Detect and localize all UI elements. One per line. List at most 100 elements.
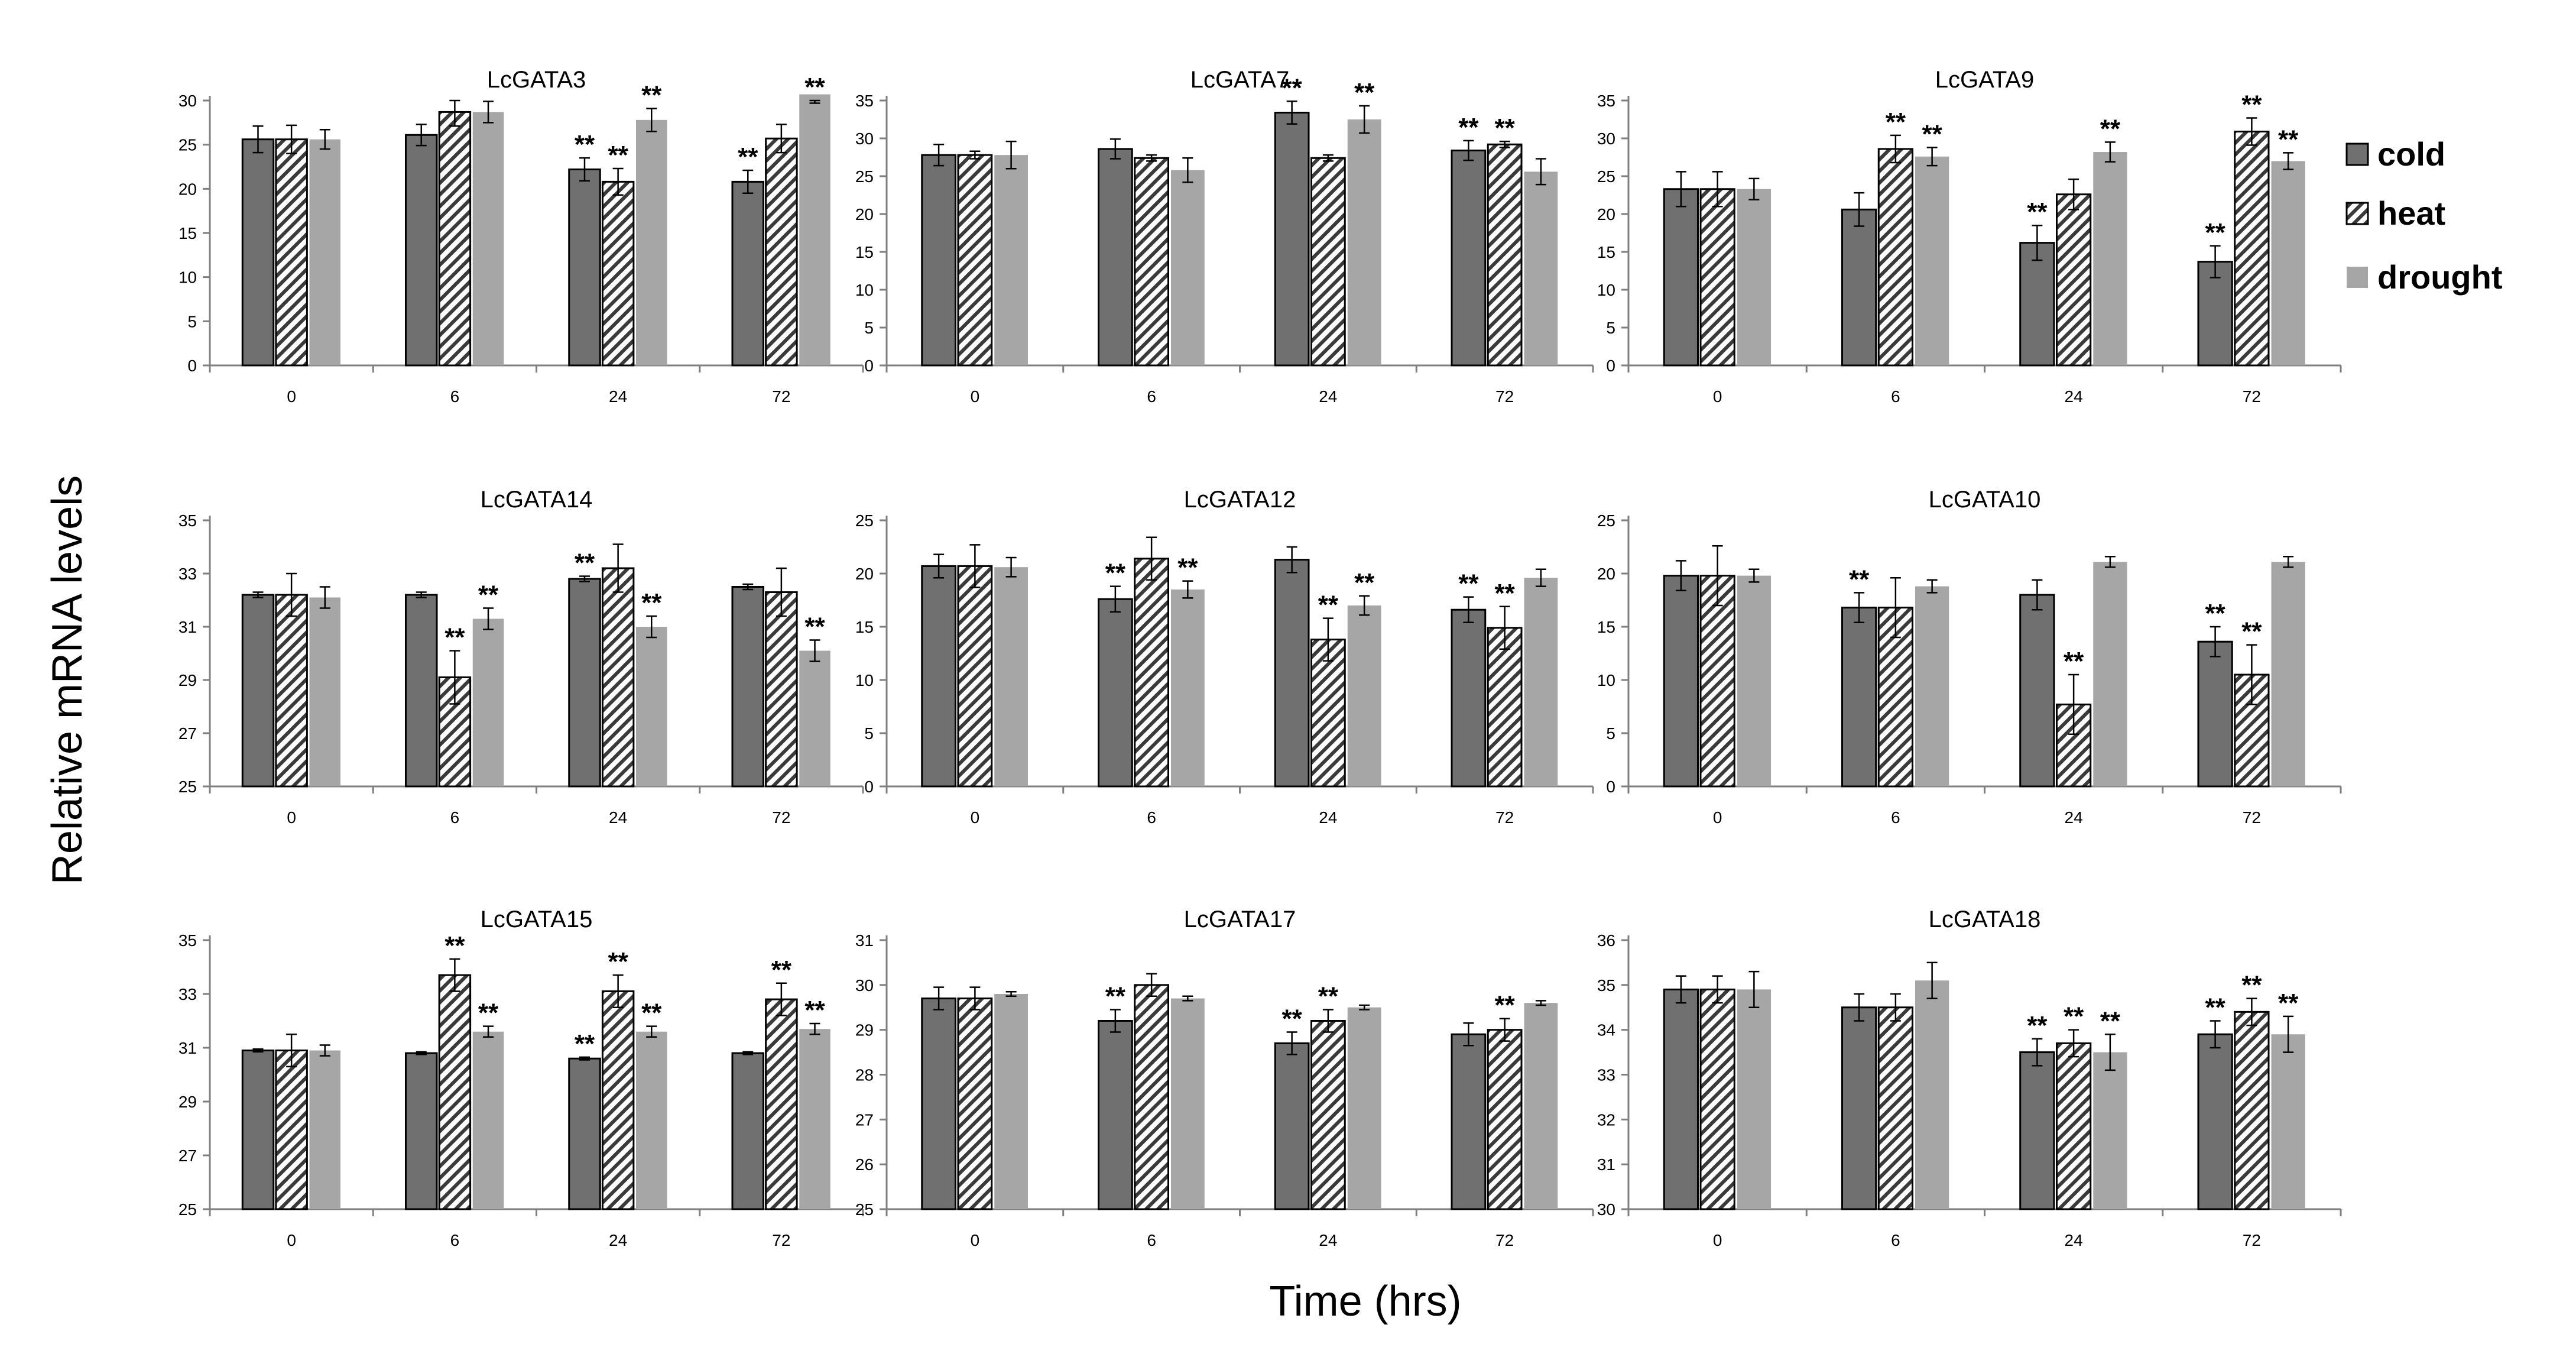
y-tick-label: 31 [179, 618, 197, 636]
bar-cold [1451, 608, 1487, 788]
panel-title: LcGATA9 [1935, 67, 2034, 93]
bar-cold [1841, 1006, 1877, 1210]
y-tick-label: 31 [179, 1039, 197, 1057]
bar-drought [309, 1050, 340, 1209]
bar-drought [2271, 161, 2305, 365]
bar-cold [1098, 148, 1133, 367]
bar-drought [1524, 171, 1558, 365]
bar-heat [1134, 984, 1170, 1210]
y-tick-label: 10 [1597, 281, 1615, 299]
significance-mark: ** [1458, 569, 1479, 598]
bar-drought [636, 119, 667, 365]
bar-heat [2234, 1011, 2270, 1210]
bar-drought [472, 1031, 504, 1209]
bar-cold [2019, 594, 2055, 788]
panel-lcgata9: LcGATA9 0 5 10 15 20 25 30 35 0 6 ** ** 24 ** ** 72 ** ** *… [1597, 67, 2342, 406]
y-tick-label: 32 [1597, 1110, 1615, 1129]
y-tick-label: 15 [1597, 618, 1615, 636]
bar-heat [1699, 575, 1735, 788]
significance-mark: ** [2278, 125, 2299, 154]
bar-cold [241, 594, 275, 788]
significance-mark: ** [1458, 113, 1479, 142]
panel-title: LcGATA17 [1184, 906, 1296, 932]
significance-mark: ** [2100, 114, 2121, 143]
y-tick-label: 33 [1597, 1066, 1615, 1084]
bar-cold [2197, 640, 2233, 788]
significance-mark: ** [2205, 218, 2225, 247]
x-tick-label: 6 [1147, 1231, 1156, 1249]
x-tick-label: 6 [450, 1231, 460, 1249]
y-axis-title: Relative mRNA levels [44, 475, 91, 885]
significance-mark: ** [575, 549, 595, 578]
significance-mark: ** [608, 947, 629, 976]
y-tick-label: 31 [855, 931, 874, 950]
y-tick-label: 29 [179, 671, 197, 689]
bar-cold [241, 138, 275, 367]
bar-cold [1451, 1033, 1487, 1210]
bar-drought [1170, 998, 1205, 1209]
y-tick-label: 26 [855, 1155, 874, 1174]
x-tick-label: 6 [1891, 387, 1900, 406]
bar-drought [1347, 119, 1381, 365]
bar-heat [275, 138, 308, 367]
bar-heat [1877, 148, 1913, 367]
significance-mark: ** [1886, 108, 1906, 137]
significance-mark: ** [1354, 568, 1375, 597]
bar-drought [2093, 562, 2127, 786]
bar-drought [799, 650, 830, 786]
x-tick-label: 72 [1495, 808, 1514, 827]
y-tick-label: 31 [1597, 1155, 1615, 1174]
bar-cold [568, 578, 601, 788]
legend-item-heat: heat [2345, 195, 2445, 232]
legend-item-drought: drought [2347, 258, 2502, 296]
bar-cold [1451, 149, 1487, 367]
significance-mark: ** [478, 999, 499, 1028]
bar-cold [1663, 575, 1699, 788]
significance-mark: ** [1282, 73, 1303, 102]
x-tick-label: 24 [609, 387, 627, 406]
x-tick-label: 72 [772, 387, 790, 406]
y-tick-label: 35 [855, 92, 874, 110]
y-tick-label: 35 [1597, 976, 1615, 995]
bar-drought [1347, 1007, 1381, 1209]
bar-heat [601, 990, 635, 1210]
bar-drought [1524, 1003, 1558, 1209]
bar-cold [921, 565, 957, 788]
bar-heat [1134, 157, 1170, 367]
panel-lcgata17: LcGATA17 25 26 27 28 29 30 31 0 6 ** 24 ** ** 72 ** [855, 906, 1594, 1249]
significance-mark: ** [575, 130, 595, 159]
bar-heat [1310, 1020, 1346, 1210]
y-tick-label: 20 [1597, 565, 1615, 583]
x-tick-label: 24 [2065, 1231, 2083, 1249]
significance-mark: ** [1495, 991, 1516, 1020]
y-tick-label: 15 [855, 243, 874, 261]
bar-cold [1098, 1020, 1133, 1210]
y-tick-label: 27 [855, 1110, 874, 1129]
y-tick-label: 10 [179, 268, 197, 287]
x-tick-label: 24 [2065, 808, 2083, 827]
bar-cold [568, 168, 601, 367]
panel-title: LcGATA15 [481, 906, 593, 932]
bar-heat [275, 1050, 308, 1210]
x-tick-label: 24 [609, 1231, 627, 1249]
y-tick-label: 29 [179, 1093, 197, 1111]
significance-mark: ** [2205, 993, 2225, 1022]
significance-mark: ** [478, 581, 499, 610]
bar-drought [1737, 189, 1771, 365]
y-tick-label: 20 [179, 180, 197, 198]
y-tick-label: 5 [864, 319, 874, 337]
panel-lcgata12: LcGATA12 0 5 10 15 20 25 0 6 ** ** 24 ** ** 72 ** ** [855, 487, 1594, 827]
significance-mark: ** [2241, 90, 2262, 119]
y-tick-label: 5 [187, 312, 197, 331]
x-tick-label: 24 [1319, 1231, 1337, 1249]
significance-mark: ** [1318, 982, 1339, 1011]
significance-mark: ** [2278, 989, 2299, 1018]
bar-drought [1170, 590, 1205, 786]
bar-drought [2093, 1052, 2127, 1209]
significance-mark: ** [2027, 1011, 2048, 1040]
bar-cold [1841, 208, 1877, 367]
y-tick-label: 5 [1606, 319, 1615, 337]
bar-heat [957, 997, 993, 1210]
bar-cold [1841, 607, 1877, 788]
bar-cold [1274, 111, 1310, 367]
